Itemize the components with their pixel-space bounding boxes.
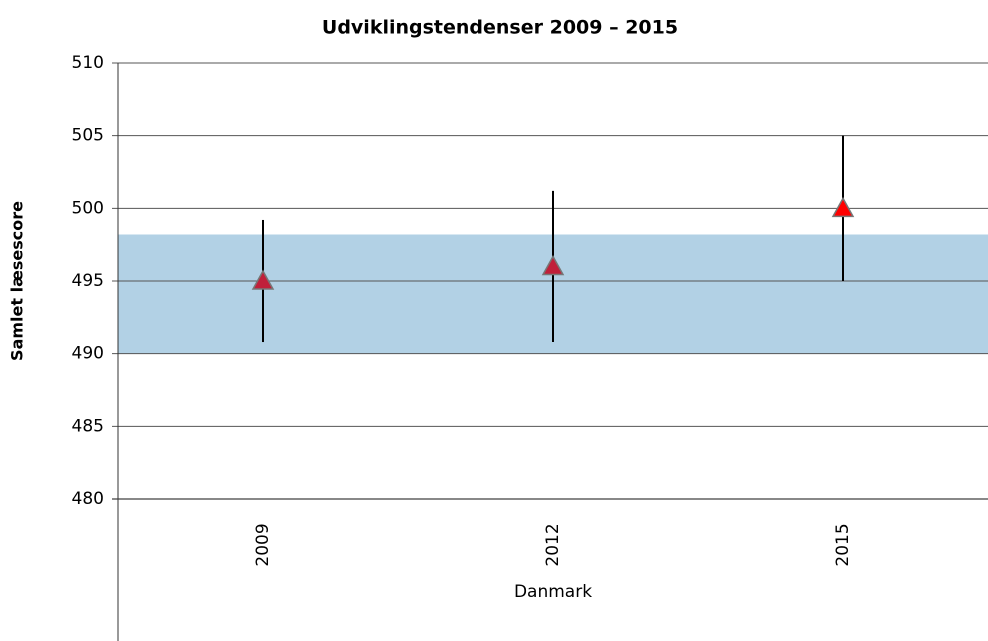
y-tick-label: 500 [72,198,104,218]
x-tick-label: 2012 [543,523,563,566]
y-tick-label: 485 [72,416,104,436]
x-axis-label: Danmark [514,582,592,602]
marker [831,196,855,218]
chart-title: Udviklingstendenser 2009 – 2015 [322,17,678,39]
y-tick-label: 495 [72,271,104,291]
y-axis-label: Samlet læsescore [8,201,27,361]
y-tick-label: 490 [72,344,104,364]
x-tick-label: 2015 [833,523,853,566]
y-tick-label: 510 [72,53,104,73]
x-tick-label: 2009 [253,523,273,566]
marker [251,269,275,290]
y-tick-label: 505 [72,126,104,146]
y-tick-label: 480 [72,489,104,509]
marker [541,254,565,276]
